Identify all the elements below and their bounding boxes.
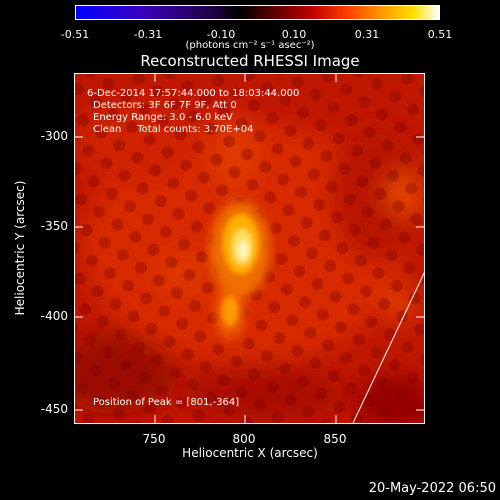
- colorbar-units: (photons cm⁻² s⁻¹ asec⁻²): [185, 40, 315, 51]
- peak-position-label: Position of Peak = [801,-364]: [93, 397, 240, 408]
- y-tick-label: -450: [40, 402, 68, 416]
- rhessi-image: 6-Dec-2014 17:57:44.000 to 18:03:44.000 …: [74, 73, 425, 424]
- clean-counts-label: Clean Total counts: 3.70E+04: [93, 124, 254, 135]
- image-canvas: [75, 74, 424, 423]
- y-tick-label: -400: [40, 309, 68, 323]
- colorbar-tick: 0.51: [427, 28, 453, 41]
- colorbar-tick: 0.10: [281, 28, 307, 41]
- y-axis-label: Heliocentric Y (arcsec): [13, 180, 27, 316]
- axis-ticks: [75, 74, 424, 423]
- timestamp: 20-May-2022 06:50: [368, 481, 496, 496]
- energy-range-label: Energy Range: 3.0 - 6.0 keV: [93, 112, 233, 123]
- colorbar-tick: -0.10: [206, 28, 236, 41]
- x-tick-label: 750: [142, 432, 166, 446]
- solar-limb-line: [352, 272, 424, 423]
- x-axis-label: Heliocentric X (arcsec): [182, 446, 318, 460]
- x-tick-label: 800: [232, 432, 256, 446]
- y-tick-label: -350: [40, 219, 68, 233]
- colorbar-tick: -0.31: [133, 28, 163, 41]
- colorbar: [75, 5, 440, 20]
- plot-title: Reconstructed RHESSI Image: [140, 52, 360, 70]
- y-tick-label: -300: [40, 129, 68, 143]
- colorbar-tick: -0.51: [60, 28, 90, 41]
- time-range-label: 6-Dec-2014 17:57:44.000 to 18:03:44.000: [87, 88, 300, 99]
- x-tick-label: 850: [323, 432, 347, 446]
- colorbar-tick: 0.31: [354, 28, 380, 41]
- detectors-label: Detectors: 3F 6F 7F 9F, Att 0: [93, 100, 237, 111]
